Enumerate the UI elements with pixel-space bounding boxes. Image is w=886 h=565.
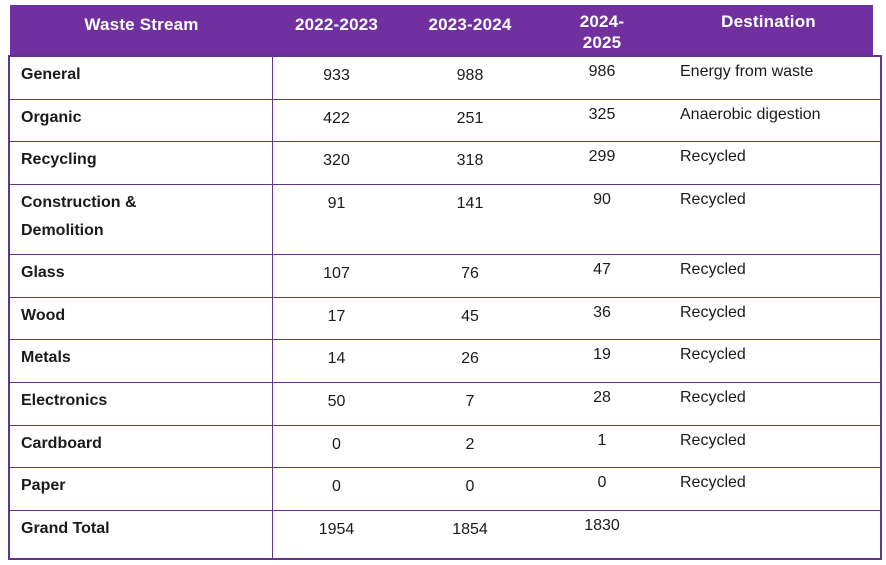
table-row-metals: Metals 14 26 19 Recycled bbox=[10, 340, 880, 383]
destination-cell: Energy from waste bbox=[680, 63, 814, 80]
waste-stream-cell: Organic bbox=[10, 100, 273, 141]
header-2022-2023: 2022-2023 bbox=[273, 5, 400, 55]
table-row-recycling: Recycling 320 318 299 Recycled bbox=[10, 142, 880, 185]
waste-stream-label: Cardboard bbox=[21, 435, 102, 452]
destination-cell: Recycled bbox=[680, 389, 746, 406]
waste-stream-label: Glass bbox=[21, 264, 65, 281]
value-cell-2023-2024: 26 bbox=[461, 350, 479, 367]
value-cell-2023-2024: 7 bbox=[465, 393, 475, 410]
value-cell-2023-2024: 141 bbox=[456, 195, 484, 212]
table-row-wood: Wood 17 45 36 Recycled bbox=[10, 298, 880, 340]
table-row-organic: Organic 422 251 325 Anaerobic digestion bbox=[10, 100, 880, 142]
value-cell-2023-2024: 318 bbox=[456, 152, 484, 169]
table-body: General 933 988 986 Energy from waste Or… bbox=[8, 55, 882, 560]
waste-stream-cell: Recycling bbox=[10, 142, 273, 184]
waste-stream-cell: Electronics bbox=[10, 383, 273, 425]
value-cell-2022-2023: 422 bbox=[323, 110, 350, 127]
value-cell-2022-2023: 320 bbox=[323, 152, 350, 169]
value-cell-2024-2025: 1830 bbox=[584, 517, 620, 534]
waste-stream-label: Electronics bbox=[21, 392, 108, 409]
value-cell-2022-2023: 50 bbox=[327, 393, 346, 410]
value-cell-2024-2025: 986 bbox=[588, 63, 616, 80]
waste-stream-cell: Cardboard bbox=[10, 426, 273, 467]
value-cell-2024-2025: 28 bbox=[593, 389, 611, 406]
destination-cell: Recycled bbox=[680, 432, 746, 449]
waste-stream-label: Wood bbox=[21, 307, 66, 324]
value-cell-2023-2024: 2 bbox=[465, 436, 475, 453]
value-cell-2022-2023: 91 bbox=[327, 195, 346, 212]
header-destination: Destination bbox=[664, 5, 873, 55]
value-cell-2022-2023: 107 bbox=[323, 265, 350, 282]
table-row-electronics: Electronics 50 7 28 Recycled bbox=[10, 383, 880, 426]
waste-stream-label: Construction & Demolition bbox=[21, 194, 137, 239]
table-row-paper: Paper 0 0 0 Recycled bbox=[10, 468, 880, 511]
value-cell-2024-2025: 0 bbox=[597, 474, 607, 491]
value-cell-2022-2023: 14 bbox=[327, 350, 346, 367]
value-cell-2023-2024: 988 bbox=[456, 67, 484, 84]
value-cell-2023-2024: 251 bbox=[456, 110, 484, 127]
header-label: Waste Stream bbox=[84, 15, 199, 34]
destination-cell: Recycled bbox=[680, 474, 746, 491]
header-2023-2024: 2023-2024 bbox=[400, 5, 540, 55]
value-cell-2023-2024: 76 bbox=[461, 265, 479, 282]
value-cell-2022-2023: 17 bbox=[327, 308, 346, 325]
value-cell-2024-2025: 325 bbox=[588, 106, 616, 123]
waste-stream-cell: Paper bbox=[10, 468, 273, 510]
value-cell-2024-2025: 1 bbox=[597, 432, 607, 449]
header-2024-2025: 2024-2025 bbox=[540, 5, 664, 55]
destination-cell: Recycled bbox=[680, 191, 746, 208]
waste-stream-label: General bbox=[21, 66, 81, 83]
waste-stream-label: Recycling bbox=[21, 151, 97, 168]
value-cell-2023-2024: 1854 bbox=[452, 521, 488, 538]
waste-table: Waste Stream 2022-2023 2023-2024 2024-20… bbox=[8, 5, 882, 560]
value-cell-2022-2023: 933 bbox=[323, 67, 350, 84]
waste-stream-label: Paper bbox=[21, 477, 66, 494]
waste-stream-cell: Glass bbox=[10, 255, 273, 297]
header-label: 2023-2024 bbox=[428, 15, 512, 34]
value-cell-2023-2024: 45 bbox=[461, 308, 479, 325]
value-cell-2024-2025: 36 bbox=[593, 304, 611, 321]
value-cell-2024-2025: 47 bbox=[593, 261, 611, 278]
table-row-cardboard: Cardboard 0 2 1 Recycled bbox=[10, 426, 880, 468]
waste-stream-label: Metals bbox=[21, 349, 71, 366]
value-cell-2024-2025: 90 bbox=[593, 191, 611, 208]
waste-stream-cell: Grand Total bbox=[10, 511, 273, 558]
value-cell-2022-2023: 0 bbox=[332, 478, 341, 495]
destination-cell: Anaerobic digestion bbox=[680, 106, 821, 123]
destination-cell: Recycled bbox=[680, 346, 746, 363]
table-row-general: General 933 988 986 Energy from waste bbox=[10, 57, 880, 100]
destination-cell: Recycled bbox=[680, 304, 746, 321]
value-cell-2022-2023: 1954 bbox=[318, 521, 355, 538]
waste-stream-cell: Metals bbox=[10, 340, 273, 382]
header-label: 2022-2023 bbox=[294, 15, 379, 34]
value-cell-2022-2023: 0 bbox=[332, 436, 341, 453]
value-cell-2024-2025: 19 bbox=[593, 346, 611, 363]
waste-stream-cell: General bbox=[10, 57, 273, 99]
waste-stream-label: Organic bbox=[21, 109, 82, 126]
table-row-glass: Glass 107 76 47 Recycled bbox=[10, 255, 880, 298]
waste-stream-cell: Wood bbox=[10, 298, 273, 339]
header-label: 2024-2025 bbox=[579, 12, 625, 52]
table-row-grand-total: Grand Total 1954 1854 1830 bbox=[10, 511, 880, 558]
destination-cell: Recycled bbox=[680, 261, 746, 278]
waste-stream-label: Grand Total bbox=[21, 520, 110, 537]
header-waste-stream: Waste Stream bbox=[10, 5, 273, 55]
waste-stream-cell: Construction & Demolition bbox=[10, 185, 273, 254]
table-row-construction-demolition: Construction & Demolition 91 141 90 Recy… bbox=[10, 185, 880, 255]
table-header-row: Waste Stream 2022-2023 2023-2024 2024-20… bbox=[10, 5, 873, 55]
destination-cell: Recycled bbox=[680, 148, 746, 165]
header-label: Destination bbox=[721, 12, 816, 31]
value-cell-2024-2025: 299 bbox=[588, 148, 616, 165]
value-cell-2023-2024: 0 bbox=[465, 478, 475, 495]
destination-cell bbox=[664, 511, 880, 558]
